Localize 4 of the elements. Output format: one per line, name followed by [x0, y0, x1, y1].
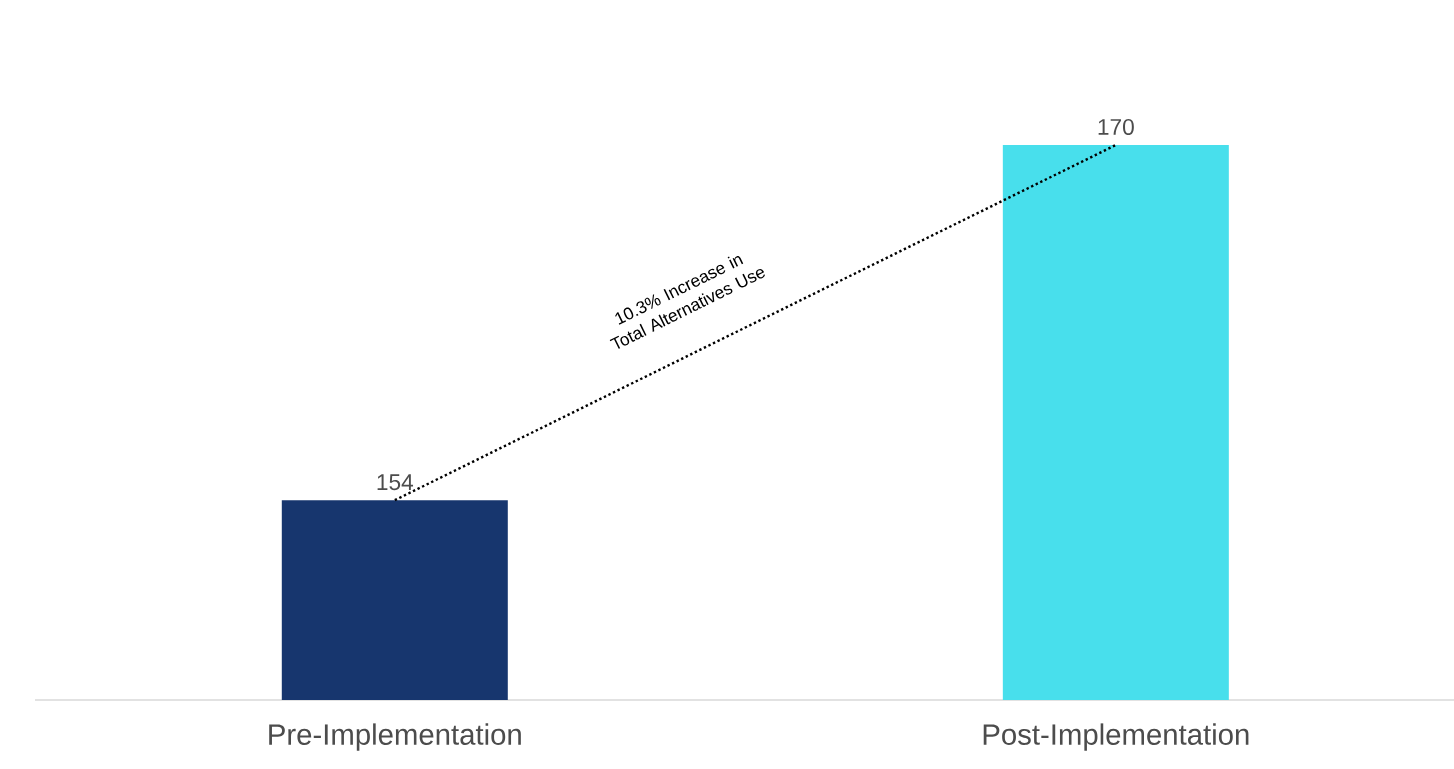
data-label: 170 [1098, 118, 1134, 135]
data-label: 154 [377, 474, 414, 491]
x-tick-label: Post-Implementation [983, 723, 1249, 751]
x-tick-label: Pre-Implementation [269, 723, 521, 751]
